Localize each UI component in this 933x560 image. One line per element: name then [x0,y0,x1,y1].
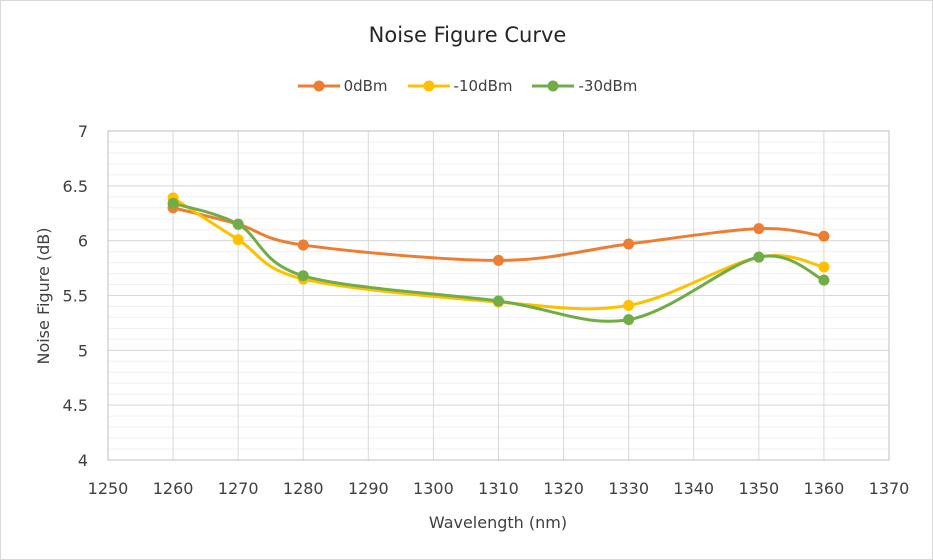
data-point--10dBm [623,299,635,311]
data-point--30dBm [623,314,635,326]
legend-item: -10dBm [407,77,513,95]
data-point-0dBm [493,254,504,266]
x-tick-label: 1250 [88,479,129,498]
plot-border [107,130,890,461]
data-point--30dBm [232,218,244,230]
data-point--10dBm [818,261,830,273]
legend-label: -30dBm [578,77,638,95]
legend: 0dBm -10dBm -30dBm [1,77,932,95]
x-tick-label: 1280 [283,479,324,498]
data-point--10dBm [232,234,244,246]
x-tick-label: 1360 [804,479,845,498]
legend-marker [532,80,575,92]
legend-label: -10dBm [453,77,513,95]
y-tick-label: 5.5 [63,287,88,306]
x-tick-label: 1330 [608,479,649,498]
x-tick-label: 1320 [543,479,584,498]
legend-item: 0dBm [297,77,388,95]
y-tick-label: 7 [78,122,88,141]
legend-marker [297,80,340,92]
y-tick-label: 6 [78,232,88,251]
data-point-0dBm [297,239,309,251]
data-point-0dBm [623,238,635,250]
x-tick-label: 1260 [153,479,194,498]
legend-marker [407,80,450,92]
x-tick-label: 1270 [218,479,259,498]
data-point--30dBm [818,274,830,286]
data-point--30dBm [297,270,309,282]
data-point--30dBm [753,251,765,263]
legend-item: -30dBm [532,77,637,95]
data-point-0dBm [818,230,830,242]
chart-title: Noise Figure Curve [368,23,567,47]
data-point--30dBm [167,197,179,209]
y-axis-label: Noise Figure (dB) [34,227,53,364]
x-tick-label: 1370 [869,479,910,498]
data-point-0dBm [753,223,765,235]
x-axis-label: Wavelength (nm) [429,513,567,532]
x-tick-label: 1350 [738,479,779,498]
x-tick-label: 1340 [673,479,714,498]
data-point--30dBm [493,295,504,307]
y-tick-label: 4 [78,451,88,470]
y-tick-label: 5 [78,341,88,360]
y-tick-label: 6.5 [63,177,88,196]
x-tick-label: 1300 [413,479,454,498]
x-tick-label: 1290 [348,479,389,498]
y-tick-label: 4.5 [63,396,88,415]
x-tick-label: 1310 [478,479,519,498]
legend-label: 0dBm [343,77,388,95]
